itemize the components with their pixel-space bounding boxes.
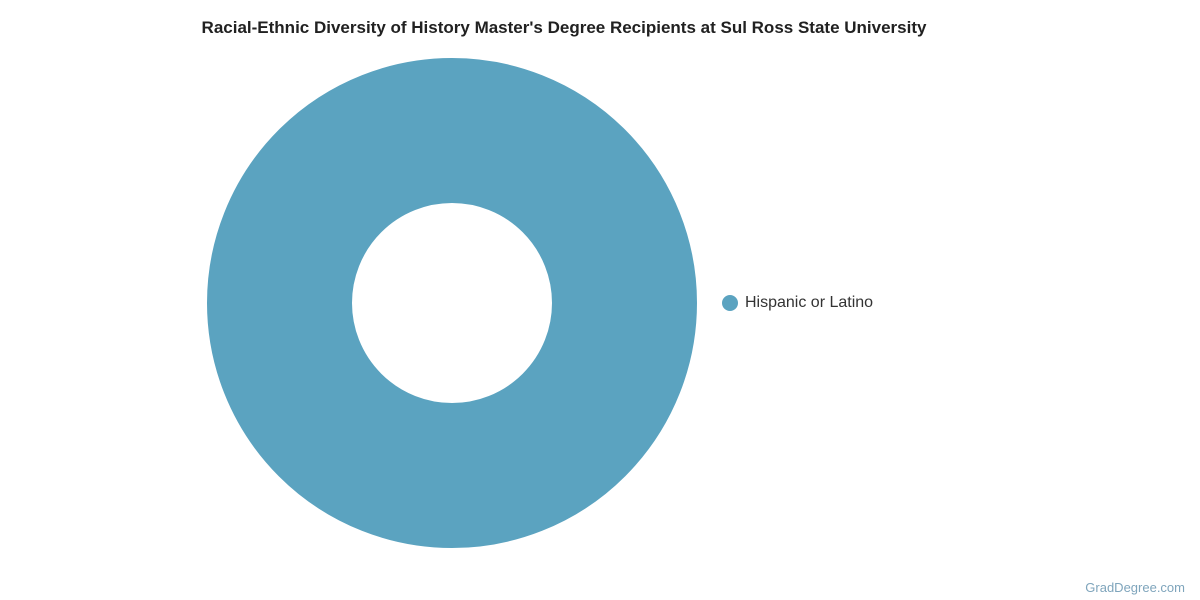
watermark-link[interactable]: GradDegree.com — [1085, 580, 1185, 595]
legend: Hispanic or Latino — [722, 291, 873, 315]
chart-title: Racial-Ethnic Diversity of History Maste… — [201, 18, 927, 37]
donut-chart — [207, 58, 697, 548]
legend-label: Hispanic or Latino — [745, 294, 874, 311]
legend-marker-icon — [722, 295, 738, 311]
legend-item-hispanic-or-latino[interactable]: Hispanic or Latino — [722, 291, 873, 315]
donut-slice-0[interactable] — [207, 58, 697, 548]
